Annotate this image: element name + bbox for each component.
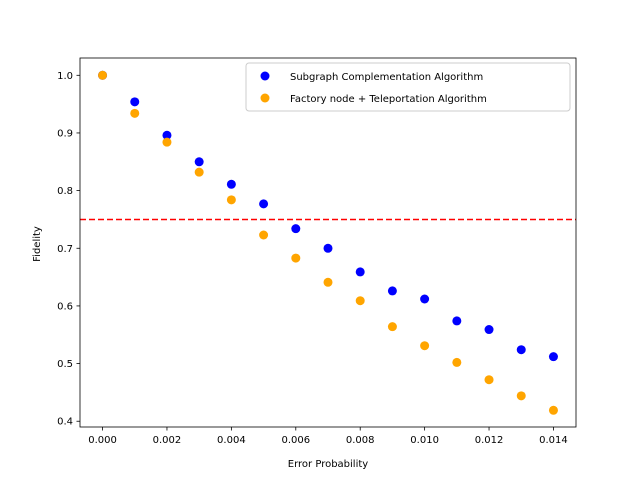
point-series-1	[194, 157, 204, 167]
data-points-layer	[98, 70, 558, 415]
legend-label-series-1: Subgraph Complementation Algorithm	[290, 72, 483, 83]
point-series-2	[548, 405, 558, 415]
point-series-2	[226, 195, 236, 205]
point-series-2	[516, 391, 526, 401]
point-series-1	[162, 130, 172, 140]
point-series-1	[420, 294, 430, 304]
x-tick-label: 0.000	[88, 435, 117, 446]
point-series-1	[259, 199, 269, 209]
point-series-1	[484, 325, 494, 335]
point-series-1	[130, 97, 140, 107]
point-series-2	[452, 357, 462, 367]
point-series-1	[548, 352, 558, 362]
x-tick-label: 0.008	[346, 435, 375, 446]
y-tick-label: 0.4	[57, 417, 73, 428]
point-series-2	[259, 230, 269, 240]
x-tick-label: 0.006	[281, 435, 310, 446]
point-series-2	[98, 70, 108, 80]
axes-layer: 0.000 0.002 0.004 0.006 0.008 0.010 0.012 0.014…	[57, 57, 577, 446]
point-series-2	[291, 253, 301, 263]
point-series-1	[516, 345, 526, 355]
y-tick-label: 0.8	[57, 186, 73, 197]
x-tick-label: 0.004	[217, 435, 246, 446]
point-series-2	[162, 137, 172, 147]
point-series-2	[387, 322, 397, 332]
legend: Subgraph Complementation Algorithm Factor…	[245, 62, 571, 112]
x-tick-label: 0.010	[410, 435, 439, 446]
plot-frame	[79, 57, 577, 428]
point-series-1	[452, 316, 462, 326]
x-tick-label: 0.012	[475, 435, 504, 446]
point-series-1	[323, 243, 333, 253]
point-series-2	[420, 341, 430, 351]
point-series-2	[323, 277, 333, 287]
legend-box	[245, 62, 571, 112]
point-series-2	[484, 375, 494, 385]
point-series-2	[194, 167, 204, 177]
x-tick-label: 0.002	[153, 435, 182, 446]
y-tick-label: 0.6	[57, 301, 73, 312]
y-axis-label: Fidelity	[32, 226, 43, 262]
point-series-2	[355, 296, 365, 306]
legend-marker-series-2	[260, 93, 270, 103]
y-tick-label: 0.7	[57, 244, 73, 255]
y-tick-label: 0.5	[57, 359, 73, 370]
point-series-1	[291, 224, 301, 234]
x-tick-label: 0.014	[539, 435, 568, 446]
y-tick-label: 0.9	[57, 128, 73, 139]
legend-marker-series-1	[260, 71, 270, 81]
legend-label-series-2: Factory node + Teleportation Algorithm	[290, 94, 487, 105]
point-series-1	[387, 286, 397, 296]
point-series-1	[355, 267, 365, 277]
point-series-2	[130, 108, 140, 118]
x-axis-label: Error Probability	[288, 459, 368, 470]
y-tick-label: 1.0	[57, 71, 73, 82]
point-series-1	[226, 179, 236, 189]
